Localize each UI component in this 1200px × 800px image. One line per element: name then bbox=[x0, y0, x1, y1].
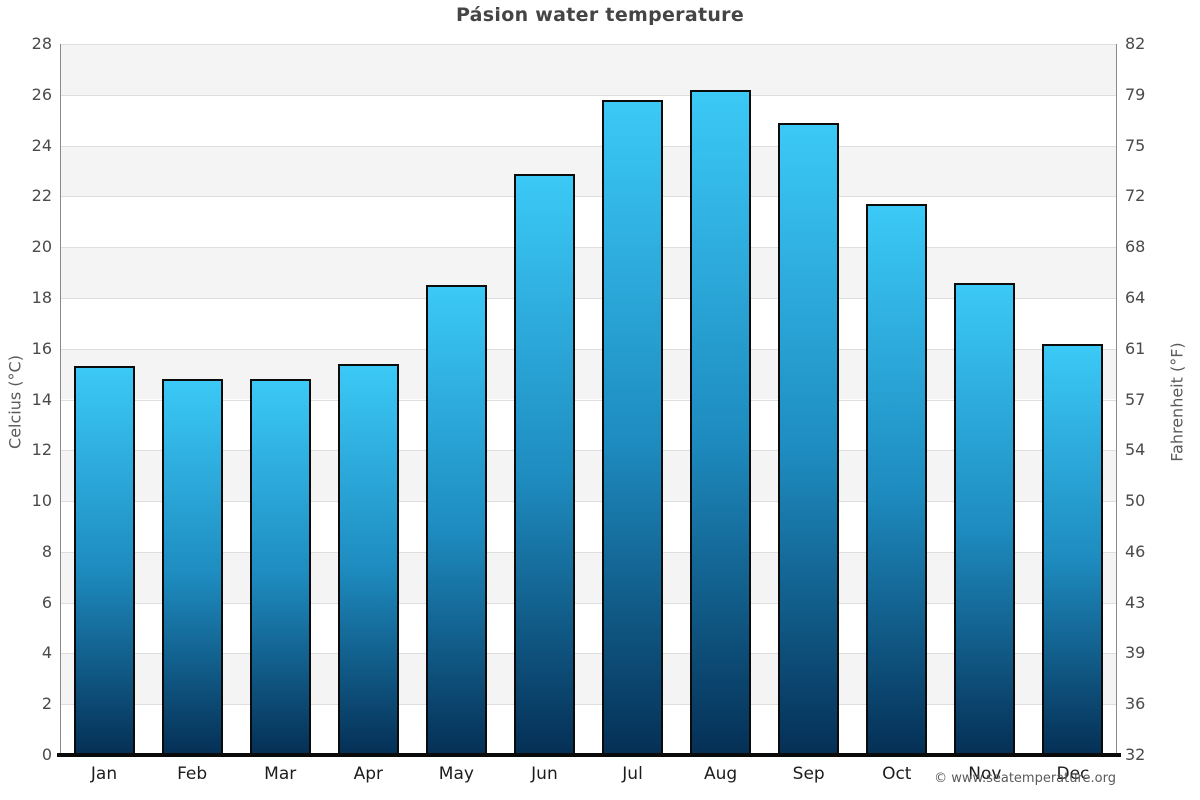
bar-jul bbox=[602, 99, 664, 755]
gridline bbox=[60, 399, 1117, 401]
bar-nov bbox=[954, 282, 1016, 755]
month-label-mar: Mar bbox=[264, 764, 297, 784]
fahrenheit-tick-label: 82 bbox=[1125, 34, 1146, 53]
fahrenheit-tick-label: 64 bbox=[1125, 287, 1146, 307]
fahrenheit-tick-label: 32 bbox=[1125, 745, 1146, 764]
gridline bbox=[60, 94, 1117, 96]
bar-jun bbox=[513, 173, 575, 755]
gridline bbox=[60, 653, 1117, 655]
gridline bbox=[60, 450, 1117, 452]
fahrenheit-tick-label: 75 bbox=[1125, 135, 1146, 155]
fahrenheit-tick-label: 54 bbox=[1125, 440, 1146, 460]
plot-area bbox=[57, 44, 1121, 757]
fahrenheit-tick-label: 79 bbox=[1125, 84, 1146, 104]
background-band bbox=[60, 704, 1117, 755]
bar-sep bbox=[778, 122, 840, 755]
celsius-tick-label: 14 bbox=[31, 389, 52, 409]
left-axis-spine bbox=[60, 44, 61, 755]
month-label-sep: Sep bbox=[792, 764, 825, 784]
gridline bbox=[60, 196, 1117, 198]
copyright-text: © www.seatemperature.org bbox=[934, 771, 1116, 786]
gridlines bbox=[60, 44, 1117, 755]
month-label-aug: Aug bbox=[704, 764, 738, 784]
background-band bbox=[60, 450, 1117, 502]
month-label-may: May bbox=[438, 764, 474, 784]
chart-title: Pásion water temperature bbox=[455, 4, 745, 26]
background-band bbox=[60, 653, 1117, 705]
month-label-jul: Jul bbox=[622, 764, 643, 784]
background-band bbox=[60, 602, 1117, 654]
celsius-tick-label: 12 bbox=[31, 440, 52, 460]
gridline bbox=[60, 145, 1117, 147]
background-band bbox=[60, 196, 1117, 248]
fahrenheit-tick-label: 68 bbox=[1125, 237, 1146, 257]
right-axis-spine bbox=[1116, 44, 1117, 755]
fahrenheit-tick-label: 72 bbox=[1125, 186, 1146, 206]
bar-mar bbox=[249, 379, 311, 755]
celsius-tick-label: 22 bbox=[31, 186, 52, 206]
gridline bbox=[60, 551, 1117, 553]
bar-dec bbox=[1042, 343, 1104, 755]
background-band bbox=[60, 44, 1117, 95]
fahrenheit-tick-label: 61 bbox=[1125, 338, 1146, 358]
background-band bbox=[60, 247, 1117, 298]
celsius-tick-labels: 0 2 4 6 8 10 12 14 16 18 20 22 24 26 28 bbox=[0, 34, 52, 764]
month-label-apr: Apr bbox=[353, 764, 383, 784]
celsius-tick-label: 10 bbox=[31, 491, 52, 511]
celsius-tick-label: 26 bbox=[31, 84, 52, 104]
gridline bbox=[60, 44, 1117, 45]
fahrenheit-tick-label: 57 bbox=[1125, 389, 1146, 409]
celsius-tick-label: 18 bbox=[31, 287, 52, 307]
background-bands bbox=[60, 44, 1117, 755]
celsius-tick-label: 0 bbox=[41, 745, 52, 764]
month-label-jan: Jan bbox=[90, 764, 118, 784]
month-labels: Jan Feb Mar Apr May Jun Jul Aug Sep Oct Nov Dec bbox=[60, 763, 1117, 787]
bar-jan bbox=[73, 366, 135, 755]
background-band bbox=[60, 145, 1117, 197]
gridline bbox=[60, 704, 1117, 706]
background-band bbox=[60, 551, 1117, 603]
background-band bbox=[60, 399, 1117, 451]
month-label-feb: Feb bbox=[177, 764, 208, 784]
background-band bbox=[60, 297, 1117, 349]
fahrenheit-tick-label: 36 bbox=[1125, 694, 1146, 714]
month-label-jun: Jun bbox=[531, 764, 558, 784]
celsius-tick-label: 2 bbox=[41, 694, 52, 714]
month-label-oct: Oct bbox=[882, 764, 912, 784]
fahrenheit-tick-label: 39 bbox=[1125, 643, 1146, 663]
bars-layer bbox=[60, 44, 1117, 755]
bar-apr bbox=[337, 363, 399, 755]
fahrenheit-tick-label: 46 bbox=[1125, 541, 1146, 561]
celsius-tick-label: 24 bbox=[31, 135, 52, 155]
fahrenheit-tick-labels: 32 36 39 43 46 50 54 57 61 64 68 72 75 79 82 bbox=[1125, 34, 1185, 764]
gridline bbox=[60, 602, 1117, 604]
celsius-tick-label: 4 bbox=[41, 643, 52, 663]
bar-feb bbox=[161, 379, 223, 755]
month-label-dec: Dec bbox=[1056, 764, 1090, 784]
gridline bbox=[60, 501, 1117, 503]
x-axis-line bbox=[57, 753, 1121, 757]
bar-aug bbox=[690, 89, 752, 755]
month-label-nov: Nov bbox=[968, 764, 1002, 784]
background-band bbox=[60, 501, 1117, 552]
celsius-tick-label: 20 bbox=[31, 237, 52, 257]
celsius-tick-label: 6 bbox=[41, 592, 52, 612]
celsius-tick-label: 28 bbox=[31, 34, 52, 53]
celsius-tick-label: 8 bbox=[41, 541, 52, 561]
fahrenheit-tick-label: 43 bbox=[1125, 592, 1146, 612]
background-band bbox=[60, 348, 1117, 400]
gridline bbox=[60, 348, 1117, 350]
gridline bbox=[60, 247, 1117, 249]
bar-oct bbox=[866, 203, 928, 755]
fahrenheit-tick-label: 50 bbox=[1125, 491, 1146, 511]
celsius-tick-label: 16 bbox=[31, 338, 52, 358]
bar-may bbox=[425, 285, 487, 755]
gridline bbox=[60, 297, 1117, 299]
background-band bbox=[60, 94, 1117, 146]
